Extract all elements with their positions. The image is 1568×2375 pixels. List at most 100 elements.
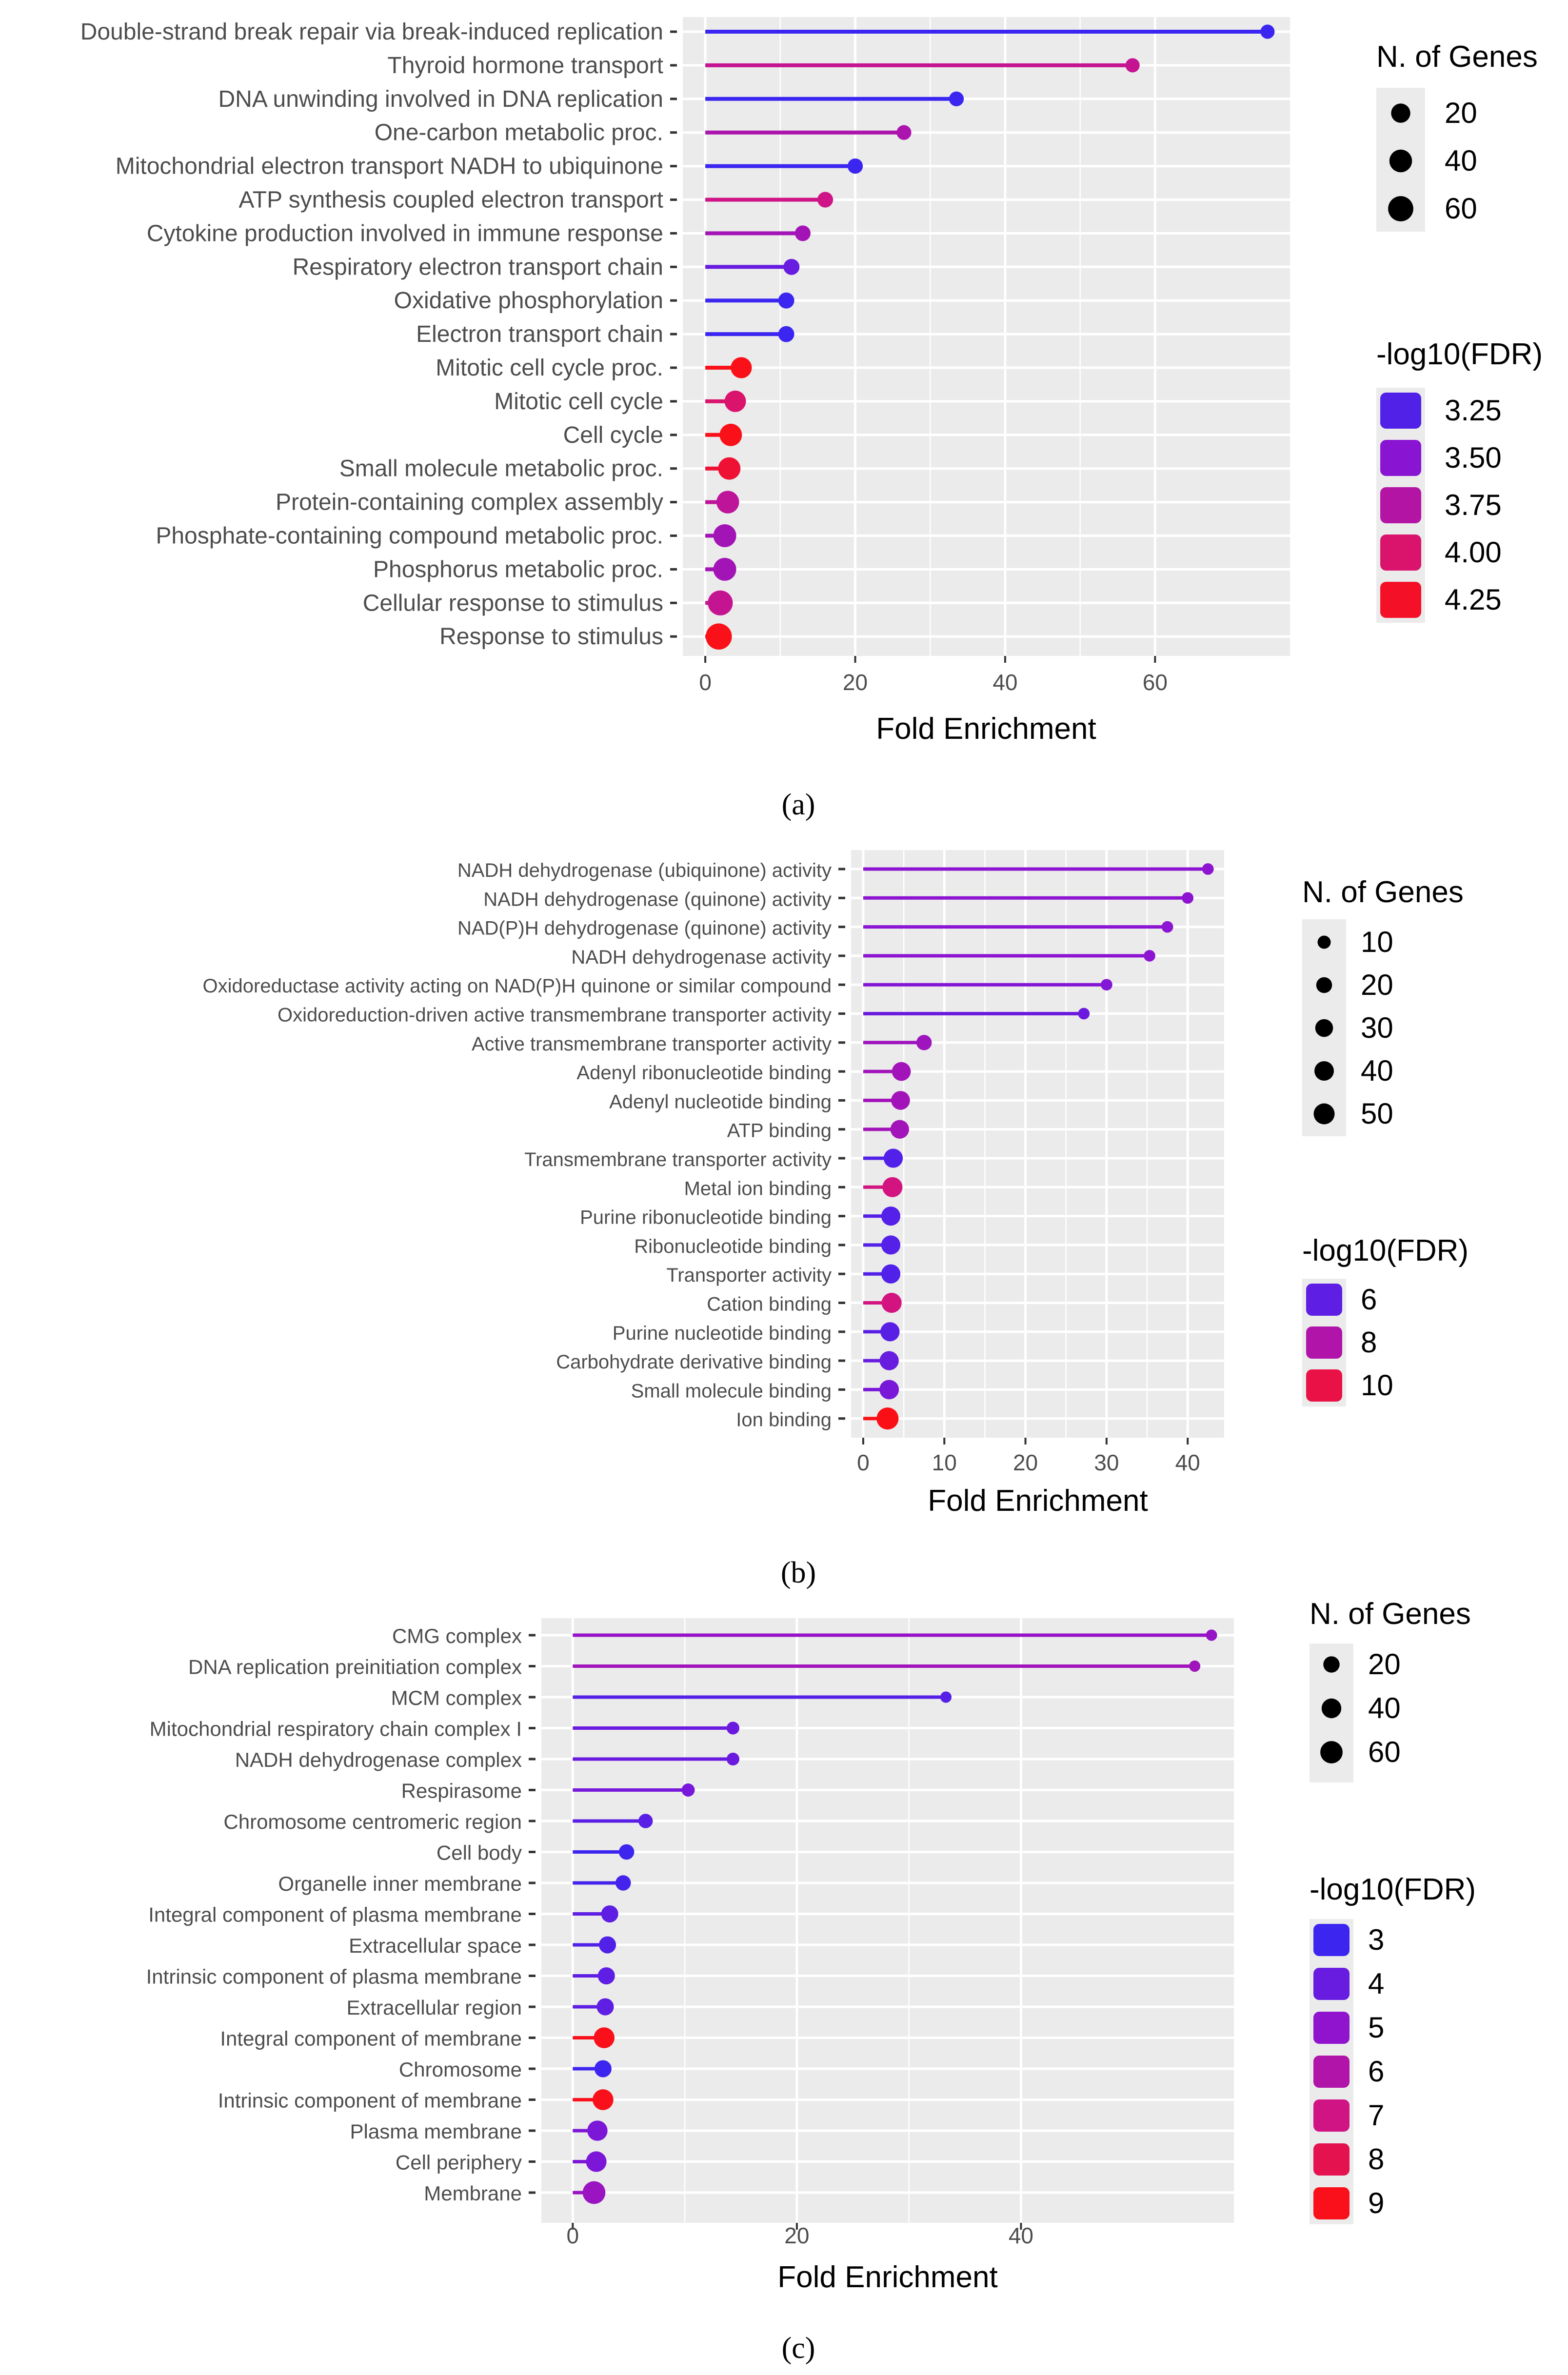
color-legend-key [1380, 487, 1421, 523]
term-label: Oxidoreductase activity acting on NAD(P)… [203, 975, 832, 997]
size-legend-label: 20 [1368, 1648, 1401, 1681]
panel-a-size-legend-title: N. of Genes [1376, 40, 1538, 74]
panel-c-size-legend: N. of Genes 20 40 60 [1310, 1597, 1471, 1782]
term-label: Purine nucleotide binding [613, 1323, 832, 1344]
color-legend-key [1306, 1326, 1342, 1359]
size-legend-key [1315, 1019, 1333, 1037]
panel-b-size-legend: N. of Genes 10 20 30 40 50 [1302, 875, 1464, 1136]
lollipop-point [778, 326, 794, 342]
term-label: CMG complex [392, 1624, 522, 1647]
lollipop-point [949, 91, 964, 106]
lollipop-point [708, 590, 733, 615]
color-legend-label: 10 [1361, 1369, 1393, 1402]
term-label: Purine ribonucleotide binding [580, 1207, 832, 1228]
term-label: Carbohydrate derivative binding [556, 1351, 832, 1373]
panel-b-x-axis: 0 10 20 30 40 [857, 1438, 1200, 1475]
lollipop-point [706, 623, 732, 650]
lollipop-point [940, 1691, 952, 1703]
lollipop-point [731, 357, 752, 378]
size-legend-label: 40 [1445, 144, 1477, 177]
size-legend-key [1320, 1741, 1343, 1763]
lollipop-point [718, 457, 741, 480]
panel-a-caption: (a) [782, 788, 815, 821]
lollipop-point [713, 557, 736, 581]
color-legend-key [1313, 1924, 1350, 1956]
term-label: Ribonucleotide binding [634, 1236, 832, 1257]
term-label: Plasma membrane [350, 2120, 522, 2143]
term-label: Cellular response to stimulus [363, 590, 663, 616]
lollipop-point [1100, 979, 1112, 991]
lollipop-point [1144, 950, 1155, 962]
lollipop-point [881, 1206, 901, 1226]
size-legend-label: 40 [1361, 1054, 1393, 1087]
lollipop-point [713, 524, 736, 548]
panel-a-size-legend: N. of Genes 20 40 60 [1376, 40, 1538, 232]
term-label: Chromosome [399, 2058, 522, 2081]
panel-a-x-axis: 0 20 40 60 [699, 656, 1168, 695]
color-legend-key [1313, 2056, 1350, 2088]
color-legend-key [1313, 2012, 1350, 2044]
size-legend-key [1316, 977, 1332, 993]
term-label: ATP synthesis coupled electron transport [238, 187, 663, 213]
lollipop-point [881, 1235, 901, 1255]
panel-a-plot-area [683, 17, 1290, 656]
color-legend-key [1380, 440, 1421, 476]
term-label: Cell cycle [563, 422, 663, 448]
x-tick-label: 40 [1175, 1450, 1200, 1475]
term-label: One-carbon metabolic proc. [375, 120, 663, 146]
x-tick-label: 30 [1094, 1450, 1119, 1475]
term-label: Transporter activity [666, 1265, 832, 1286]
term-label: Metal ion binding [684, 1178, 832, 1199]
panel-a-x-axis-title: Fold Enrichment [876, 712, 1096, 746]
lollipop-point [596, 1998, 614, 2016]
term-label: Intrinsic component of plasma membrane [146, 1965, 522, 1988]
x-tick-label: 20 [1013, 1450, 1038, 1475]
panel-b-plot-area [851, 850, 1224, 1438]
term-label: Active transmembrane transporter activit… [472, 1033, 832, 1055]
panel-c-x-axis: 0 20 40 [567, 2223, 1033, 2248]
lollipop-point [1161, 921, 1173, 933]
panel-b: NADH dehydrogenase (ubiquinone) activity… [203, 850, 1469, 1589]
color-legend-key [1313, 2187, 1350, 2219]
term-label: Chromosome centromeric region [223, 1810, 522, 1833]
panel-c-caption: (c) [782, 2332, 815, 2365]
term-label: Intrinsic component of membrane [218, 2089, 522, 2112]
color-legend-key [1380, 393, 1421, 429]
size-legend-label: 50 [1361, 1097, 1393, 1130]
lollipop-point [817, 192, 834, 208]
panel-b-color-legend-title: -log10(FDR) [1302, 1234, 1469, 1267]
color-legend-label: 4.25 [1445, 583, 1502, 616]
lollipop-point [597, 1967, 615, 1985]
term-label: Cell body [437, 1841, 522, 1864]
lollipop-point [594, 2060, 612, 2078]
x-tick-label: 0 [567, 2223, 579, 2248]
panel-a-term-labels: Double-strand break repair via break-ind… [80, 19, 677, 650]
color-legend-label: 9 [1368, 2187, 1384, 2219]
term-label: Membrane [424, 2182, 522, 2205]
term-label: NADH dehydrogenase complex [235, 1748, 522, 1771]
panel-c-color-legend: -log10(FDR) 3 4 5 6 7 8 9 [1310, 1873, 1476, 2224]
color-legend-label: 3 [1368, 1923, 1384, 1956]
color-legend-key [1313, 2099, 1350, 2132]
lollipop-point [794, 225, 811, 241]
lollipop-point [892, 1062, 911, 1081]
size-legend-key [1313, 1103, 1335, 1125]
size-legend-label: 10 [1361, 926, 1393, 958]
size-legend-key [1317, 935, 1331, 949]
size-legend-label: 60 [1445, 192, 1477, 225]
color-legend-key [1306, 1284, 1342, 1316]
size-legend-key [1323, 1656, 1340, 1673]
x-tick-label: 40 [992, 670, 1017, 695]
lollipop-point [638, 1814, 653, 1828]
lollipop-point [1125, 58, 1140, 73]
term-label: Response to stimulus [439, 624, 663, 650]
lollipop-point [593, 2089, 614, 2110]
lollipop-point [594, 2027, 615, 2048]
panel-b-caption: (b) [781, 1556, 816, 1589]
panel-c: CMG complex DNA replication preinitiation… [146, 1597, 1476, 2365]
term-label: Protein-containing complex assembly [276, 490, 663, 515]
size-legend-label: 30 [1361, 1011, 1393, 1044]
lollipop-point [1182, 892, 1194, 904]
term-label: Mitotic cell cycle [494, 389, 663, 415]
lollipop-point [726, 1722, 739, 1735]
